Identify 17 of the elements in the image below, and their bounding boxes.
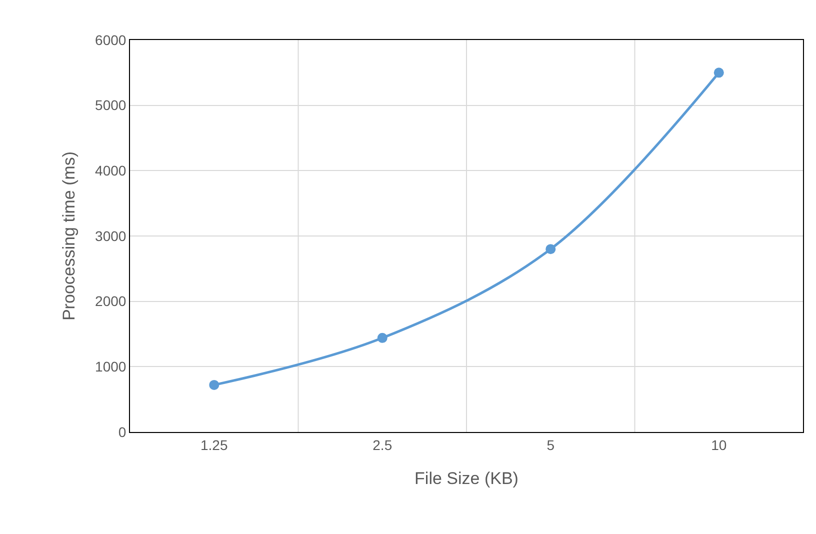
y-tick-label: 3000	[95, 228, 126, 244]
x-axis-title: File Size (KB)	[414, 469, 518, 488]
y-tick-label: 2000	[95, 293, 126, 310]
y-tick-label: 4000	[95, 162, 126, 179]
y-tick-label: 6000	[95, 32, 126, 48]
point	[209, 380, 220, 390]
x-tick-label: 5	[546, 436, 555, 453]
x-tick-label: 10	[711, 436, 727, 453]
y-tick-label: 0	[118, 424, 126, 440]
x-tick-label: 2.5	[372, 436, 392, 453]
y-tick-label: 1000	[95, 358, 126, 375]
point	[546, 244, 556, 254]
y-tick-label: 5000	[95, 97, 126, 114]
point	[714, 68, 724, 78]
y-axis-title: Proocessing time (ms)	[60, 151, 79, 321]
point	[377, 332, 388, 343]
x-tick-label: 1.25	[200, 436, 228, 453]
